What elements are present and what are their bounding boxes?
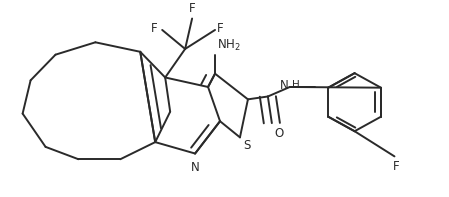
Text: F: F xyxy=(217,21,224,34)
Text: F: F xyxy=(151,21,158,34)
Text: S: S xyxy=(243,139,251,152)
Text: F: F xyxy=(189,2,195,15)
Text: H: H xyxy=(292,80,300,90)
Text: N: N xyxy=(191,161,199,174)
Text: O: O xyxy=(274,127,283,140)
Text: NH$_2$: NH$_2$ xyxy=(217,38,241,53)
Text: F: F xyxy=(392,160,399,173)
Text: N: N xyxy=(280,79,289,92)
